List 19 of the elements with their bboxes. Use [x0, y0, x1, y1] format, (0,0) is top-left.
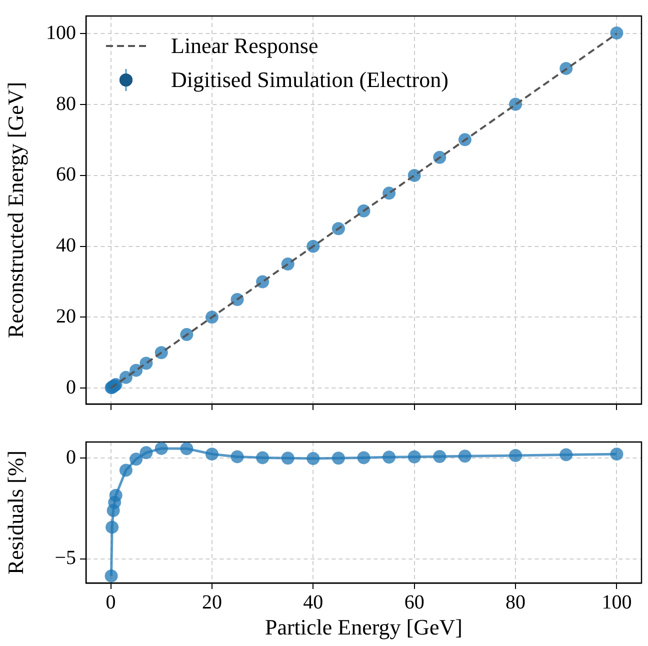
x-tick-label: 40: [303, 591, 324, 614]
y-tick-label: 0: [66, 446, 76, 468]
x-tick-label: 80: [506, 591, 526, 614]
y-tick-label: 80: [56, 92, 76, 115]
legend-label: Linear Response: [171, 32, 318, 58]
legend-label: Digitised Simulation (Electron): [171, 66, 448, 92]
y-tick-label: −5: [54, 547, 76, 570]
y-tick-label: 100: [46, 22, 76, 44]
y-tick-label: 20: [56, 305, 76, 328]
y-axis-title: Residuals [%]: [2, 450, 28, 575]
y-tick-label: 0: [66, 376, 76, 398]
y-tick-label: 60: [56, 164, 76, 186]
y-axis-title: Reconstructed Energy [GeV]: [2, 82, 28, 338]
x-tick-label: 100: [602, 591, 632, 614]
y-tick-label: 40: [56, 234, 76, 257]
x-tick-label: 0: [106, 591, 116, 614]
x-tick-label: 60: [404, 591, 424, 614]
x-axis-title: Particle Energy [GeV]: [264, 614, 463, 640]
x-tick-label: 20: [202, 591, 222, 614]
